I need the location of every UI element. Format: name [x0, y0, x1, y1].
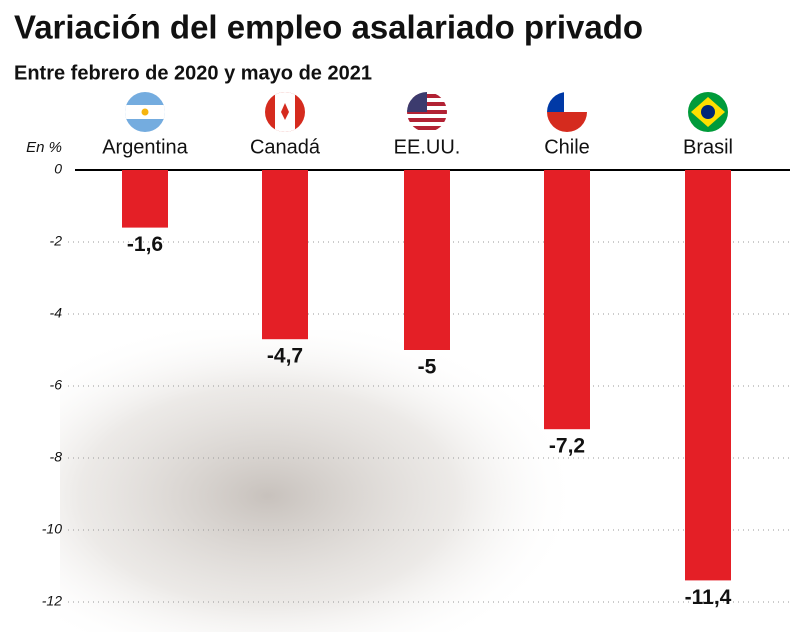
- chart-title: Variación del empleo asalariado privado: [14, 9, 643, 46]
- bar: [685, 170, 731, 581]
- bar: [122, 170, 168, 228]
- x-tick-label: EE.UU.: [394, 136, 461, 158]
- y-tick-label: -12: [42, 593, 62, 609]
- y-tick-label: -2: [50, 233, 63, 249]
- value-label: -7,2: [549, 435, 585, 458]
- value-label: -4,7: [267, 345, 303, 368]
- y-tick-label: -10: [42, 521, 62, 537]
- bar: [404, 170, 450, 350]
- bar: [544, 170, 590, 430]
- background-photo: [60, 330, 580, 632]
- bar: [262, 170, 308, 340]
- y-tick-label: 0: [54, 161, 62, 177]
- x-tick-label: Brasil: [683, 136, 733, 158]
- x-tick-label: Canadá: [250, 136, 321, 158]
- value-label: -1,6: [127, 233, 163, 256]
- y-tick-label: -6: [50, 377, 63, 393]
- x-tick-label: Argentina: [102, 136, 188, 158]
- x-tick-label: Chile: [544, 136, 590, 158]
- y-tick-label: -8: [50, 449, 63, 465]
- y-axis-label: En %: [26, 139, 62, 156]
- value-label: -5: [418, 356, 437, 379]
- y-tick-label: -4: [50, 305, 63, 321]
- chart-subtitle: Entre febrero de 2020 y mayo de 2021: [14, 62, 372, 84]
- value-label: -11,4: [685, 586, 732, 609]
- flags: [125, 92, 728, 132]
